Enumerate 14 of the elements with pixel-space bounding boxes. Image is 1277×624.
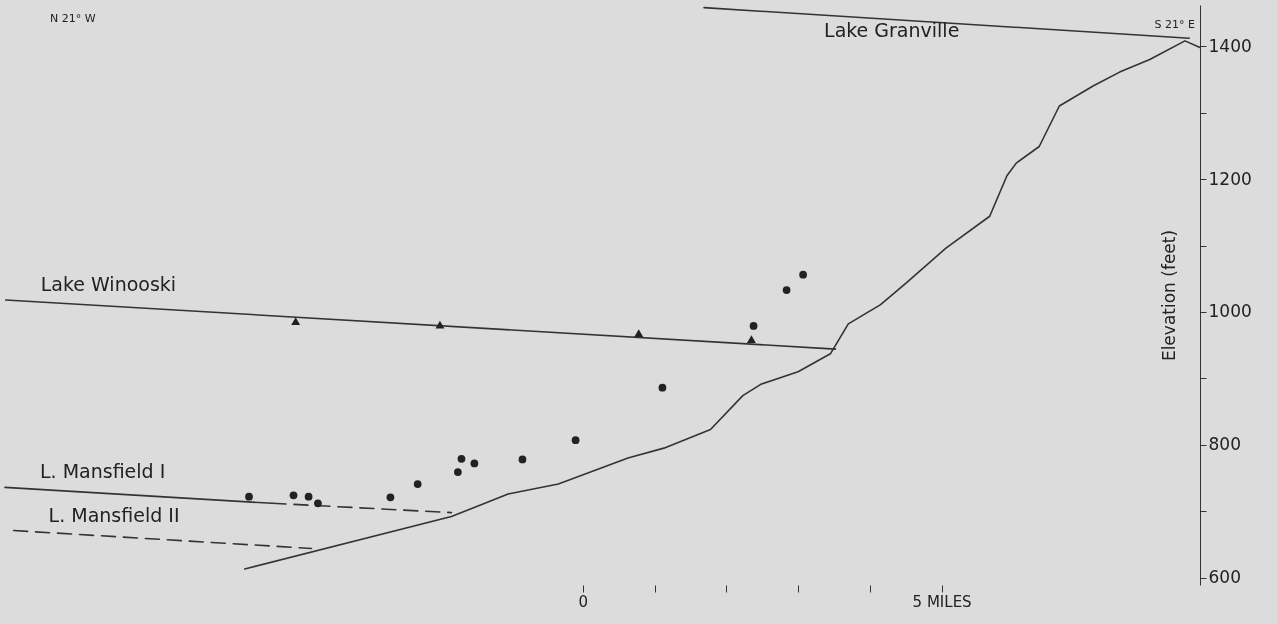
y-tick-label: 800 xyxy=(1208,434,1241,455)
y-tick-label: 1000 xyxy=(1208,301,1252,322)
series-label: L. Mansfield I xyxy=(40,460,166,483)
series-label: Lake Winooski xyxy=(40,272,177,295)
series-label: L. Mansfield II xyxy=(48,503,180,526)
y-tick-label: 600 xyxy=(1208,567,1241,588)
x-tick-label: 5 MILES xyxy=(912,592,972,611)
annotation: N 21° W xyxy=(50,12,96,25)
x-tick-label: 0 xyxy=(578,592,589,611)
y-axis-title: Elevation (feet) xyxy=(1158,229,1179,362)
series-label: Lake Granville xyxy=(824,18,960,41)
annotation: S 21° E xyxy=(1154,18,1196,31)
y-tick-label: 1400 xyxy=(1208,35,1252,56)
y-tick-label: 1200 xyxy=(1208,168,1252,189)
